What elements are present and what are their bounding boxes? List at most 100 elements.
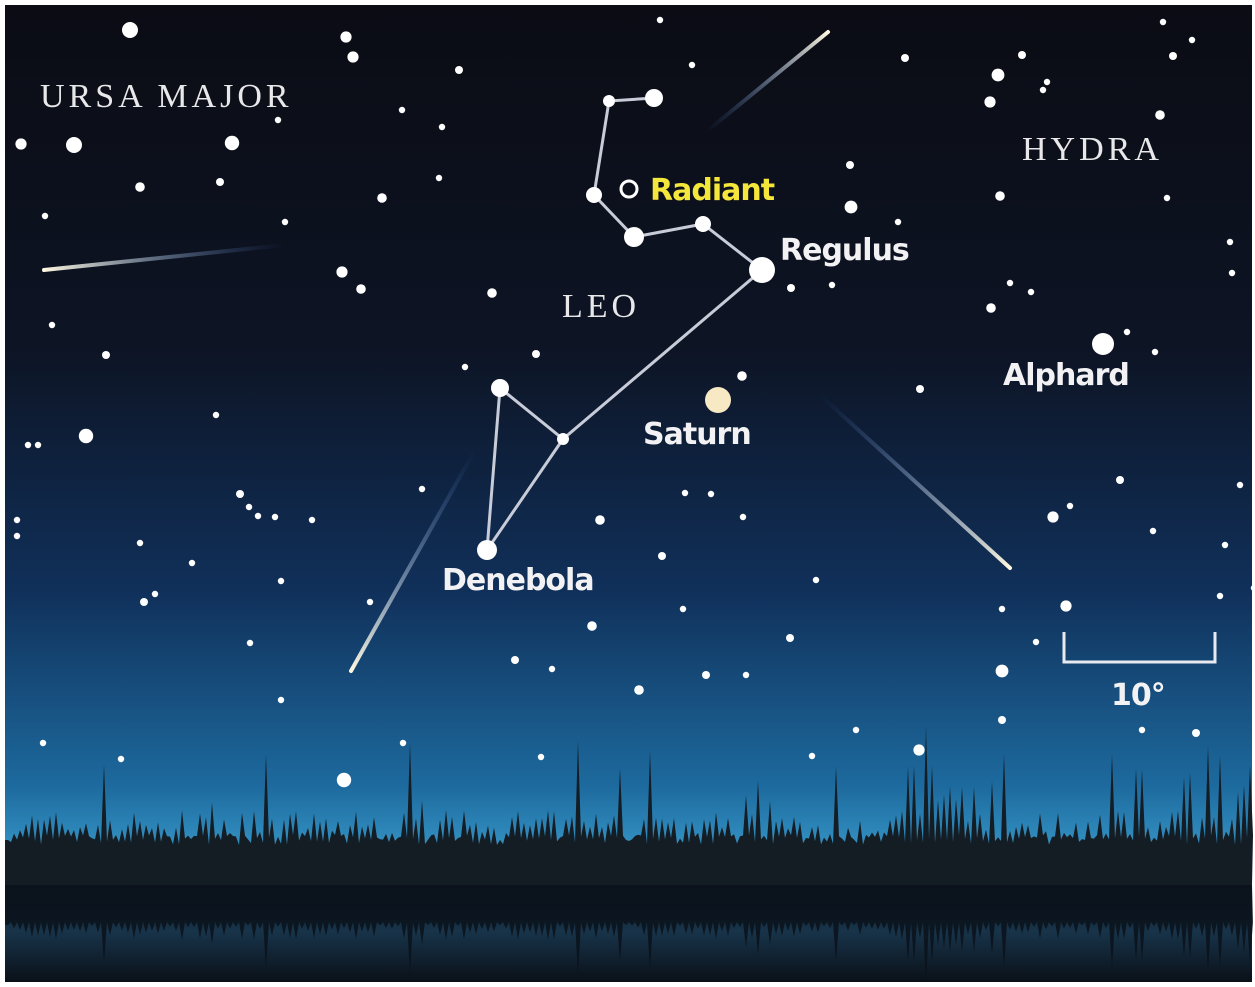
star [1028, 289, 1034, 295]
star [1033, 639, 1039, 645]
star [278, 578, 284, 584]
star [689, 62, 695, 68]
star [695, 216, 711, 232]
star [1150, 528, 1156, 534]
star [787, 284, 795, 292]
star [275, 117, 281, 123]
star [1222, 542, 1228, 548]
radiant-label: Radiant [650, 173, 775, 208]
star [1044, 79, 1050, 85]
star [846, 161, 854, 169]
planet-label: Saturn [643, 417, 751, 452]
star [645, 89, 663, 107]
star [1227, 239, 1233, 245]
star [682, 490, 688, 496]
star [1018, 51, 1026, 59]
star [282, 219, 288, 225]
star [995, 191, 1005, 201]
star [984, 96, 995, 107]
star [15, 138, 26, 149]
star-label: Regulus [780, 233, 909, 268]
star [1189, 37, 1195, 43]
star [1007, 280, 1013, 286]
star [477, 540, 497, 560]
star [66, 137, 82, 153]
star [895, 219, 901, 225]
star [1192, 729, 1200, 737]
star [1060, 600, 1071, 611]
star [462, 364, 468, 370]
star [118, 756, 124, 762]
star [829, 282, 835, 288]
star [998, 716, 1006, 724]
star [708, 491, 714, 497]
star [140, 598, 148, 606]
star [246, 504, 252, 510]
star [657, 17, 663, 23]
star [189, 560, 195, 566]
star [1040, 87, 1046, 93]
star [340, 31, 351, 42]
star [247, 640, 253, 646]
star [400, 740, 406, 746]
star [35, 442, 41, 448]
star [603, 95, 615, 107]
star [102, 351, 110, 359]
star [549, 666, 555, 672]
star [135, 182, 145, 192]
star [213, 412, 219, 418]
planet [705, 387, 731, 413]
star [743, 672, 749, 678]
star [634, 685, 644, 695]
star [1229, 270, 1235, 276]
star [916, 385, 924, 393]
star [436, 175, 442, 181]
star [122, 22, 138, 38]
star [1160, 19, 1166, 25]
star [996, 665, 1009, 678]
star [49, 322, 55, 328]
star [399, 107, 405, 113]
star [137, 540, 143, 546]
star [255, 513, 261, 519]
star [367, 599, 373, 605]
constellation-label: HYDRA [1022, 131, 1163, 168]
star [337, 773, 351, 787]
star [786, 634, 794, 642]
star [845, 201, 858, 214]
star [1217, 593, 1223, 599]
star [347, 51, 358, 62]
star [1116, 476, 1124, 484]
star [853, 727, 859, 733]
star [624, 227, 644, 247]
sky-map: URSA MAJOR LEO HYDRA Radiant Regulus Alp… [0, 0, 1255, 987]
star [702, 671, 710, 679]
star [813, 577, 819, 583]
star [532, 350, 540, 358]
star-label: Alphard [1003, 358, 1129, 393]
star [419, 486, 425, 492]
star [491, 379, 509, 397]
star [216, 178, 224, 186]
star [1092, 333, 1114, 355]
star [1067, 503, 1073, 509]
star [737, 371, 747, 381]
star [1047, 511, 1058, 522]
star [79, 429, 93, 443]
constellation-label: URSA MAJOR [40, 78, 293, 115]
star [538, 754, 544, 760]
star [587, 621, 597, 631]
star [1164, 195, 1170, 201]
star [236, 490, 244, 498]
star [455, 66, 463, 74]
constellation-label: LEO [562, 288, 640, 325]
star [309, 517, 315, 523]
star [1169, 52, 1177, 60]
star [595, 515, 605, 525]
star [1139, 727, 1145, 733]
star [336, 266, 347, 277]
star [356, 284, 366, 294]
scale-label: 10° [1111, 678, 1165, 713]
star [557, 433, 569, 445]
star [1237, 482, 1243, 488]
